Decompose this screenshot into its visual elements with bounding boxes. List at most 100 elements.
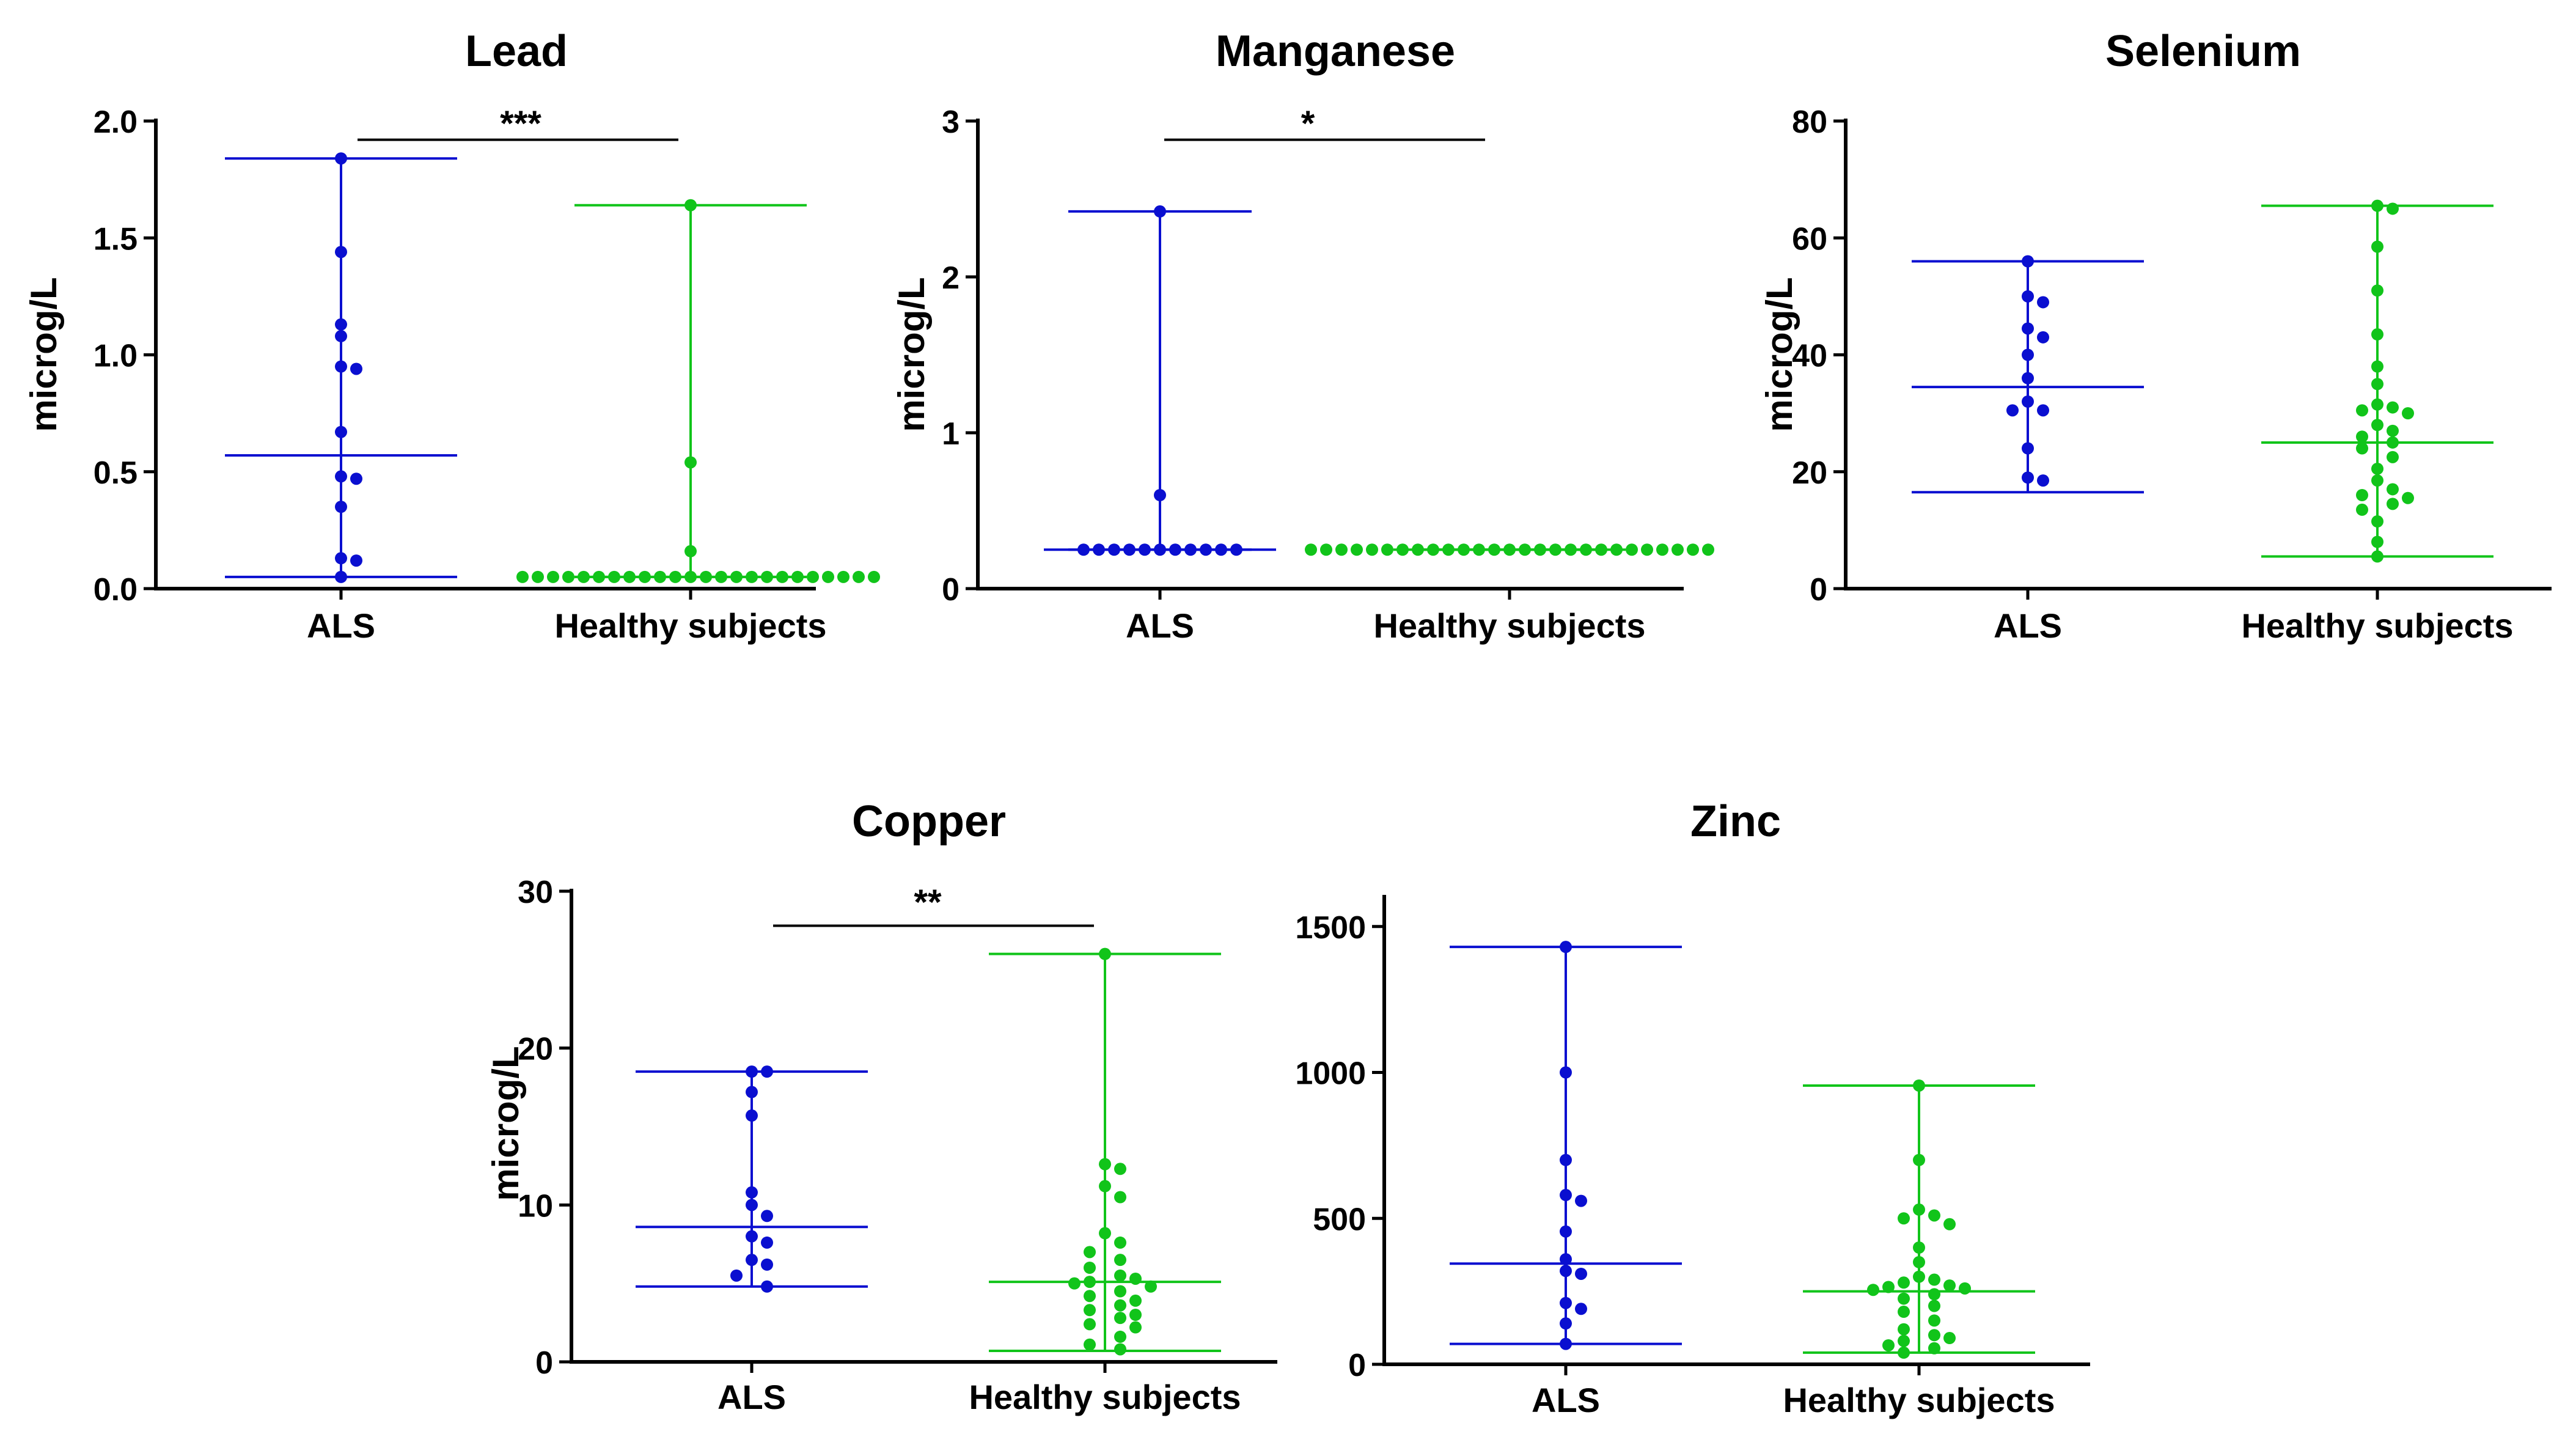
data-point	[1560, 1265, 1572, 1278]
data-point	[2371, 462, 2383, 475]
data-point	[1913, 1256, 1925, 1268]
data-point	[1959, 1282, 1971, 1295]
data-point	[1129, 1309, 1142, 1321]
data-point	[1560, 1296, 1572, 1309]
data-point	[669, 570, 681, 583]
data-point	[1560, 941, 1572, 954]
chart-title: Lead	[465, 27, 568, 76]
data-point	[1943, 1218, 1956, 1230]
data-point	[1099, 1158, 1111, 1171]
x-tick-label-als: ALS	[307, 606, 375, 645]
data-point	[807, 570, 819, 583]
y-tick-label: 1	[942, 416, 960, 452]
data-point	[350, 554, 362, 567]
y-tick-label: 2.0	[94, 105, 138, 140]
data-point	[1575, 1267, 1587, 1280]
y-tick-label: 0	[535, 1345, 553, 1381]
data-point	[837, 570, 849, 583]
data-point	[335, 552, 347, 565]
data-point	[2402, 491, 2414, 504]
data-point	[1898, 1306, 1910, 1318]
data-point	[776, 570, 788, 583]
data-point	[2006, 404, 2019, 417]
data-point	[1702, 543, 1714, 556]
data-point	[2387, 202, 2399, 215]
y-axis-label: microg/L	[1759, 277, 1800, 432]
data-point	[335, 360, 347, 373]
data-point	[684, 199, 697, 211]
data-point	[1114, 1330, 1126, 1343]
x-tick-label-als: ALS	[1532, 1381, 1600, 1419]
data-point	[1077, 543, 1090, 556]
data-point	[1381, 543, 1393, 556]
data-point	[1549, 543, 1561, 556]
data-point	[730, 570, 743, 583]
data-point	[532, 570, 544, 583]
y-axis-label: microg/L	[485, 1046, 526, 1200]
data-point	[791, 570, 804, 583]
data-point	[335, 329, 347, 342]
data-point	[1560, 1253, 1572, 1266]
x-tick-label-healthy: Healthy subjects	[1373, 606, 1645, 645]
data-point	[1928, 1314, 1940, 1327]
data-point	[1084, 1338, 1096, 1351]
data-point	[1913, 1153, 1925, 1166]
data-point	[1913, 1270, 1925, 1283]
data-point	[1656, 543, 1668, 556]
chart-title: Manganese	[1216, 27, 1455, 76]
data-point	[2037, 331, 2049, 344]
data-point	[1099, 1227, 1111, 1240]
data-point	[1913, 1203, 1925, 1216]
x-tick-label-healthy: Healthy subjects	[969, 1378, 1241, 1416]
data-point	[1575, 1303, 1587, 1315]
data-point	[1427, 543, 1439, 556]
data-point	[1099, 1180, 1111, 1193]
data-point	[746, 1186, 758, 1199]
data-point	[746, 1065, 758, 1078]
panel-manganese: Manganese microg/L 0 1 2 3 ALS Healthy subj…	[891, 27, 1714, 645]
data-point	[2356, 430, 2368, 443]
y-tick-label: 1.5	[94, 221, 138, 257]
y-tick-label: 0	[1348, 1348, 1366, 1383]
data-point	[547, 570, 559, 583]
data-point	[1412, 543, 1424, 556]
chart-title: Zinc	[1690, 797, 1781, 846]
data-point	[761, 570, 773, 583]
y-tick-label: 10	[518, 1188, 553, 1224]
data-point	[2356, 404, 2368, 417]
panel-lead: Lead microg/L 0.0 0.5 1.0 1.5 2.0 ALS Health…	[23, 27, 880, 645]
data-point	[715, 570, 727, 583]
data-point	[761, 1210, 773, 1223]
data-point	[2356, 442, 2368, 455]
data-point	[1114, 1236, 1126, 1249]
y-tick-label: 60	[1792, 221, 1827, 257]
y-tick-label: 20	[518, 1032, 553, 1067]
data-point	[761, 1258, 773, 1271]
data-point	[2387, 498, 2399, 510]
plot-area: 0 500 1000 1500	[1295, 895, 2090, 1383]
data-point	[1114, 1191, 1126, 1204]
data-point	[1882, 1339, 1895, 1351]
data-point	[746, 1254, 758, 1267]
data-point	[1560, 1317, 1572, 1330]
data-point	[1068, 1277, 1081, 1290]
data-point	[2371, 240, 2383, 253]
data-point	[1671, 543, 1684, 556]
data-point	[350, 472, 362, 485]
data-point	[1928, 1329, 1940, 1342]
data-point	[1114, 1299, 1126, 1312]
data-point	[1442, 543, 1455, 556]
data-point	[2022, 395, 2034, 408]
y-tick-label: 0.5	[94, 455, 138, 491]
data-point	[1534, 543, 1546, 556]
data-point	[1882, 1281, 1895, 1293]
data-point	[2371, 199, 2383, 212]
x-tick-label-healthy: Healthy subjects	[1783, 1381, 2055, 1419]
data-point	[746, 1199, 758, 1212]
data-point	[1114, 1285, 1126, 1298]
data-point	[2037, 474, 2049, 487]
data-point	[1928, 1300, 1940, 1312]
x-tick-label-als: ALS	[717, 1378, 786, 1416]
y-tick-label: 30	[518, 875, 553, 910]
data-point	[1473, 543, 1485, 556]
